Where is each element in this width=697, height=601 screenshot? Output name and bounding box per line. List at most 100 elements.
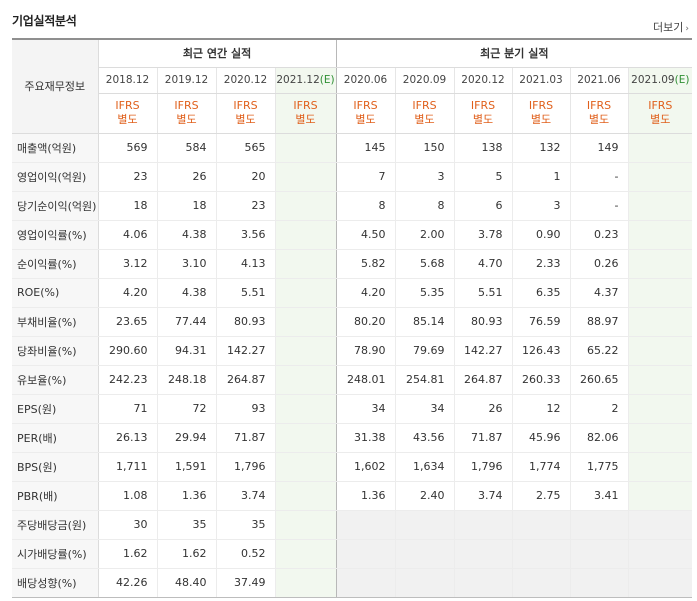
table-cell: 138 [453,133,513,163]
table-row: PBR(배) 1.08 1.36 3.74 1.36 2.40 3.74 2.75 3.41 [12,481,693,511]
table-row: ROE(%) 4.20 4.38 5.51 4.20 5.35 5.51 6.35 4.37 [12,278,693,308]
ifrs-type-label: 별도 [295,113,316,126]
more-link[interactable]: 더보기 › [653,19,689,35]
ifrs-type-label: 별도 [414,113,435,126]
table-cell: 1.36 [335,481,396,511]
table-cell: 31.38 [335,423,396,453]
table-cell: 0.26 [569,249,629,279]
table-row: PER(배) 26.13 29.94 71.87 31.38 43.56 71.87 45.9… [12,423,693,453]
table-cell: 3.10 [156,249,216,279]
table-cell [274,133,337,163]
table-cell [274,191,337,221]
table-cell: 7 [335,162,396,192]
table-cell: 80.93 [453,306,513,337]
table-cell: 82.06 [569,423,629,453]
table-cell: 2.40 [394,481,455,511]
table-cell: 4.13 [215,249,275,279]
table-cell: 3 [511,191,571,221]
period-header: 2020.06 [335,67,396,94]
period-year: 2018.12 [105,74,150,86]
table-cell: 4.20 [97,278,157,308]
row-label: ROE(%) [12,278,99,308]
table-cell [627,423,693,453]
section-title: 기업실적분석 [12,14,77,28]
ifrs-type-label: 별도 [530,113,552,126]
table-cell: 37.49 [215,568,275,598]
period-year: 2021.09 [631,74,675,86]
table-cell [335,539,396,569]
ifrs-label: IFRS [586,99,612,112]
table-cell: 20 [215,162,275,192]
period-year: 2021.03 [519,74,563,86]
table-cell [627,133,693,163]
table-cell: 71.87 [453,423,513,453]
table-cell: 142.27 [453,336,513,366]
ifrs-label: IFRS [648,99,673,112]
chevron-right-icon: › [685,24,689,34]
table-cell: 3.56 [215,219,275,250]
ifrs-badge: IFRS 별도 [511,93,571,134]
ifrs-badge: IFRS 별도 [394,93,455,134]
ifrs-type-label: 별도 [117,113,138,126]
table-row: 매출액(억원) 569 584 565 145 150 138 132 149 [12,133,693,163]
table-cell [627,365,693,395]
table-cell: 2 [569,393,629,424]
table-cell [627,568,693,598]
table-cell: 12 [511,393,571,424]
table-cell [511,509,571,540]
row-label: 당좌비율(%) [12,336,99,366]
ifrs-label: IFRS [233,99,258,112]
period-header: 2018.12 [97,67,157,94]
table-cell: 45.96 [511,423,571,453]
table-cell: 3.78 [453,219,513,250]
table-cell [274,365,337,395]
table-cell [627,481,693,511]
table-cell [274,393,337,424]
ifrs-badge: IFRS 별도 [97,93,157,134]
row-label: 시가배당률(%) [12,539,99,569]
table-cell: 26.13 [97,423,157,453]
table-cell: 1,796 [215,452,275,482]
ifrs-label: IFRS [174,99,199,112]
period-year: 2021.12 [276,74,320,86]
period-year: 2019.12 [164,74,209,86]
table-cell [627,306,693,337]
table-cell: 4.06 [97,219,157,250]
table-row: 당기순이익(억원) 18 18 23 8 8 6 3- [12,191,693,221]
table-cell: 77.44 [156,306,216,337]
table-cell: 2.33 [511,249,571,279]
table-row: 순이익률(%) 3.12 3.10 4.13 5.82 5.68 4.70 2.33 0.26 [12,249,693,279]
table-cell [274,452,337,482]
table-cell: 5 [453,162,513,192]
table-cell: 35 [156,509,216,540]
table-cell: 76.59 [511,306,571,337]
table-cell: 94.31 [156,336,216,366]
table-cell: 6.35 [511,278,571,308]
table-cell: 65.22 [569,336,629,366]
table-cell: 3 [394,162,455,192]
period-header: 2020.09 [394,67,455,94]
table-cell: 1,775 [569,452,629,482]
ifrs-badge: IFRS 별도 [156,93,216,134]
table-cell: 4.20 [335,278,396,308]
table-cell: 3.41 [569,481,629,511]
row-label: 매출액(억원) [12,133,99,163]
period-year: 2020.12 [223,74,268,86]
table-cell: 260.33 [511,365,571,395]
table-cell [274,249,337,279]
table-cell: 8 [394,191,455,221]
estimate-mark: (E) [319,74,335,86]
estimate-mark: (E) [674,74,690,86]
ifrs-type-label: 별도 [355,113,376,126]
table-cell: 2.00 [394,219,455,250]
table-cell: 4.38 [156,278,216,308]
period-header: 2020.12 [453,67,513,94]
table-cell [453,568,513,598]
table-cell: 1.08 [97,481,157,511]
table-cell: 4.37 [569,278,629,308]
table-row: 배당성향(%) 42.26 48.40 37.49 [12,568,693,598]
table-cell: 5.51 [215,278,275,308]
table-cell: 5.82 [335,249,396,279]
table-cell [394,509,455,540]
